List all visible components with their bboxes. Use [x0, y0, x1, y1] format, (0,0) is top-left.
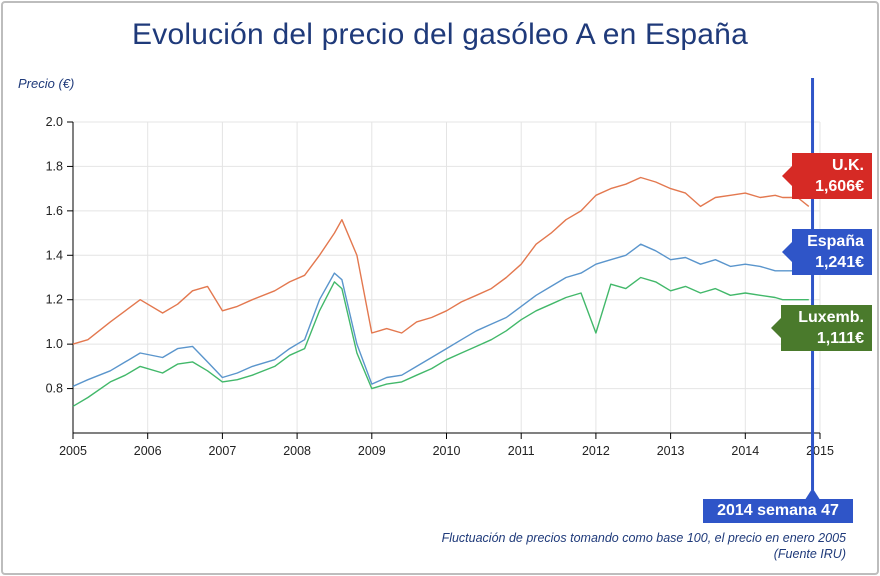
spain-price-flag: España 1,241€	[782, 229, 872, 275]
x-tick-label: 2006	[134, 444, 162, 458]
grid-lines	[72, 121, 821, 433]
series-line-lu	[72, 276, 809, 407]
x-tick-label: 2014	[731, 444, 759, 458]
y-tick-label: 1.8	[46, 159, 63, 173]
uk-price-flag: U.K. 1,606€	[782, 153, 872, 199]
luxembourg-flag-value: 1,111€	[816, 330, 864, 347]
footnote: Fluctuación de precios tomando como base…	[442, 530, 846, 562]
series-lines	[72, 176, 810, 407]
x-tick-label: 2005	[59, 444, 87, 458]
y-tick-label: 1.4	[46, 248, 63, 262]
x-tick-label: 2011	[508, 444, 535, 458]
y-tick-label: 2.0	[46, 115, 63, 129]
luxembourg-price-flag: Luxemb. 1,111€	[771, 305, 872, 351]
spain-flag-value: 1,241€	[815, 254, 864, 271]
x-tick-label: 2007	[208, 444, 236, 458]
x-tick-label: 2015	[806, 444, 834, 458]
x-tick-label: 2009	[358, 444, 386, 458]
footnote-line-1: Fluctuación de precios tomando como base…	[441, 531, 846, 545]
x-tick-label: 2013	[657, 444, 685, 458]
luxembourg-flag-name: Luxemb.	[798, 309, 864, 326]
x-tick-label: 2012	[582, 444, 610, 458]
spain-flag-name: España	[807, 233, 864, 250]
y-tick-label: 1.0	[46, 337, 63, 351]
uk-flag-value: 1,606€	[815, 178, 864, 195]
y-tick-label: 1.6	[46, 204, 63, 218]
series-line-es	[72, 243, 809, 387]
week-marker	[805, 78, 820, 499]
week-marker-label: 2014 semana 47	[703, 499, 853, 523]
y-tick-label: 0.8	[46, 382, 63, 396]
week-marker-arrow	[805, 488, 820, 499]
uk-flag-name: U.K.	[832, 157, 864, 174]
footnote-line-2: (Fuente IRU)	[773, 547, 846, 561]
series-line-uk	[72, 176, 810, 345]
x-tick-label: 2010	[433, 444, 461, 458]
y-tick-label: 1.2	[46, 293, 63, 307]
chart-title: Evolución del precio del gasóleo A en Es…	[132, 18, 748, 51]
x-tick-label: 2008	[283, 444, 311, 458]
axes: 2005 2006 2007 2008 2009 2010 2011 2012 2013 2014…	[46, 115, 834, 458]
y-axis-label: Precio (€)	[18, 76, 75, 91]
